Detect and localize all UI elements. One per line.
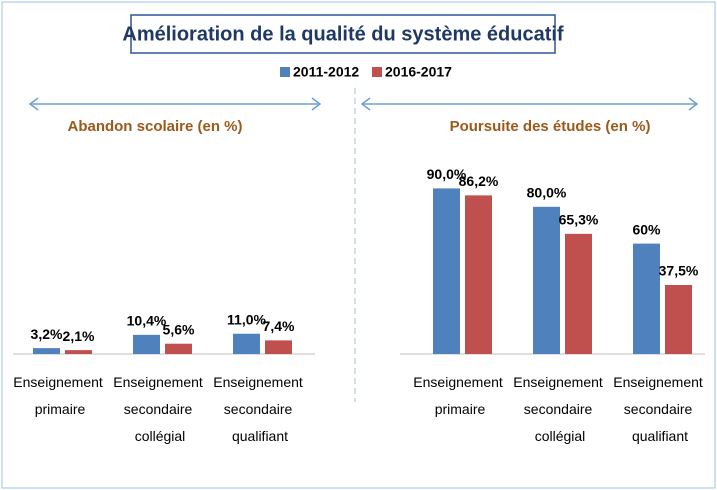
x-tick-label: Enseignement secondaire qualifiant [213,374,306,444]
bar [433,188,460,354]
data-label: 60% [632,221,661,237]
arrows [28,97,699,111]
data-label: 11,0% [227,311,266,327]
bar [165,343,192,354]
legend-swatch [280,67,290,77]
panel-title: Poursuite des études (en %) [450,118,651,135]
bar [665,285,692,354]
data-label: 5,6% [163,321,195,337]
data-label: 80,0% [527,185,567,201]
data-label: 3,2% [31,326,63,342]
bar [465,195,492,354]
x-tick-label: Enseignement secondaire collégial [113,374,206,444]
data-label: 2,1% [63,328,95,344]
legend-label: 2011-2012 [293,64,359,80]
panel-title: Abandon scolaire (en %) [67,118,242,135]
x-tick-label: Enseignement secondaire collégial [513,374,606,444]
bar [233,333,260,354]
bar [533,206,560,354]
chart-title: Amélioration de la qualité du système éd… [122,23,564,45]
data-label: 65,3% [559,212,599,228]
legend-swatch [372,67,382,77]
title-box [130,14,556,54]
legend-label: 2016-2017 [385,64,452,80]
data-label: 37,5% [659,263,699,279]
data-label: 10,4% [127,313,167,329]
bar [33,348,60,354]
data-label: 7,4% [263,318,295,334]
x-tick-label: Enseignement secondaire qualifiant [613,374,706,444]
bar [265,340,292,354]
data-label: 90,0% [427,166,467,182]
bar [65,350,92,354]
bar [633,243,660,354]
x-tick-label: Enseignement primaire [413,374,506,417]
x-tick-label: Enseignement primaire [13,374,106,417]
bar [133,334,160,354]
data-label: 86,2% [459,173,499,189]
bar [565,233,592,354]
